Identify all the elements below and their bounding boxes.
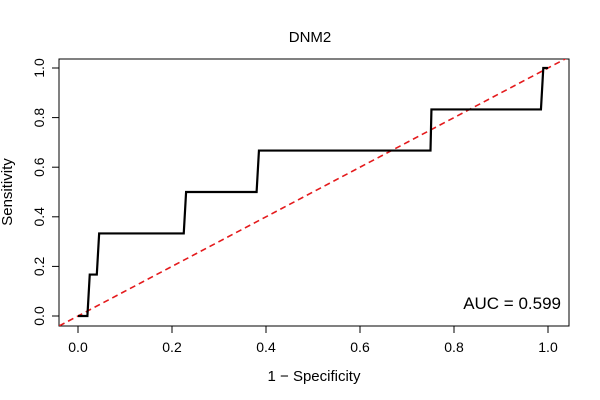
x-tick-label: 1.0 <box>538 339 558 355</box>
y-tick-label: 0.2 <box>31 256 47 276</box>
series-layer <box>59 59 567 326</box>
y-axis: 0.0 0.2 0.4 0.6 0.8 1.0 <box>31 58 60 326</box>
x-tick-label: 0.0 <box>68 339 88 355</box>
x-tick-label: 0.4 <box>256 339 276 355</box>
y-tick-label: 1.0 <box>31 58 47 78</box>
plot-frame <box>58 58 570 327</box>
x-axis-title: 1 − Specificity <box>268 368 361 385</box>
chart-title: DNM2 <box>289 29 332 46</box>
y-tick-label: 0.6 <box>31 157 47 177</box>
x-tick-label: 0.6 <box>350 339 370 355</box>
x-tick-label: 0.8 <box>444 339 464 355</box>
roc-curve-line <box>78 66 548 318</box>
y-tick-label: 0.0 <box>31 306 47 326</box>
y-axis-title: Sensitivity <box>0 158 16 226</box>
x-axis: 0.0 0.2 0.4 0.6 0.8 1.0 <box>68 325 558 355</box>
x-tick-label: 0.2 <box>162 339 182 355</box>
y-tick-label: 0.4 <box>31 207 47 227</box>
y-tick-label: 0.8 <box>31 108 47 128</box>
reference-diagonal-line <box>59 59 567 326</box>
auc-annotation: AUC = 0.599 <box>463 294 561 313</box>
